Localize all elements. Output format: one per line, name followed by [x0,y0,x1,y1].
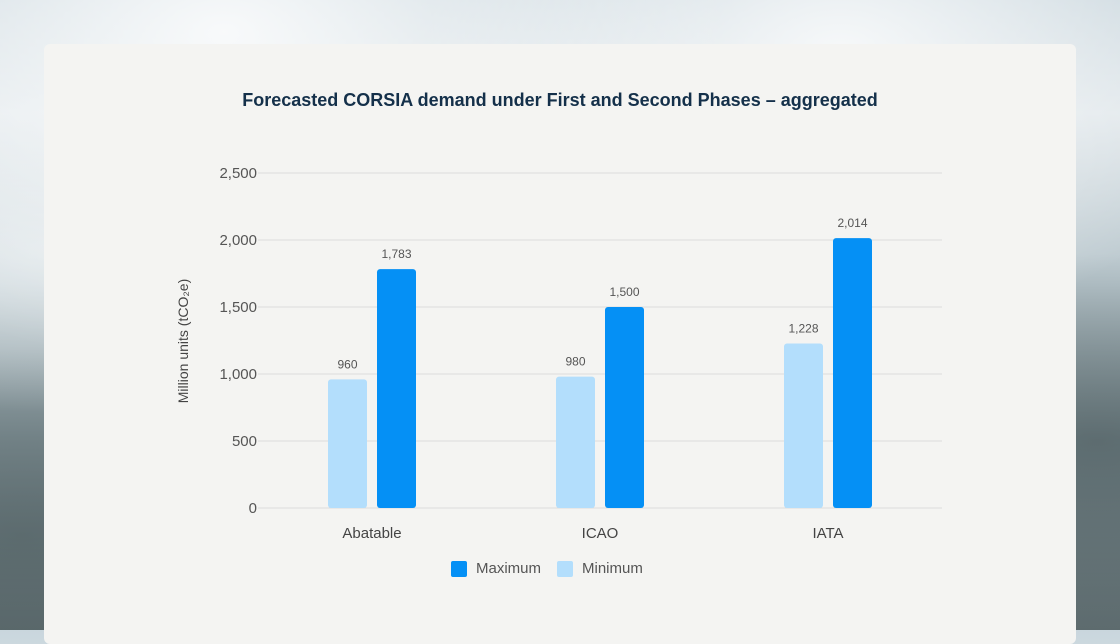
legend-item-minimum: Minimum [557,560,643,577]
chart-title: Forecasted CORSIA demand under First and… [242,90,878,110]
y-axis-label: Million units (tCO₂e) [175,279,191,403]
y-tick-label: 1,000 [219,366,257,383]
legend-item-maximum: Maximum [451,560,541,577]
legend-label-minimum: Minimum [582,560,643,577]
bar-minimum [328,379,367,508]
bar-minimum [784,343,823,508]
x-tick-label: ICAO [582,525,619,542]
y-tick-label: 500 [232,433,257,450]
x-tick-label: IATA [812,525,843,542]
data-label: 980 [565,355,585,369]
y-tick-label: 1,500 [219,299,257,316]
legend-swatch-minimum [557,560,574,577]
bar-chart: 0 500 1,000 1,500 2,000 2,500 Million units (t… [175,165,942,542]
y-tick-label: 2,000 [219,232,257,249]
data-label: 1,228 [788,321,818,335]
legend-label-maximum: Maximum [476,560,542,577]
y-tick-label: 0 [249,500,257,517]
data-label: 1,500 [609,285,639,299]
data-label: 1,783 [381,247,411,261]
chart-card [44,44,1076,644]
data-label: 960 [337,357,357,371]
y-tick-label: 2,500 [219,165,257,182]
bar-maximum [833,238,872,508]
x-tick-label: Abatable [342,525,401,542]
bar-minimum [556,376,595,508]
legend-swatch-maximum [451,560,467,577]
data-label: 2,014 [837,216,867,230]
legend: Maximum Minimum [451,560,659,577]
bar-maximum [377,269,416,508]
bar-maximum [605,307,644,508]
